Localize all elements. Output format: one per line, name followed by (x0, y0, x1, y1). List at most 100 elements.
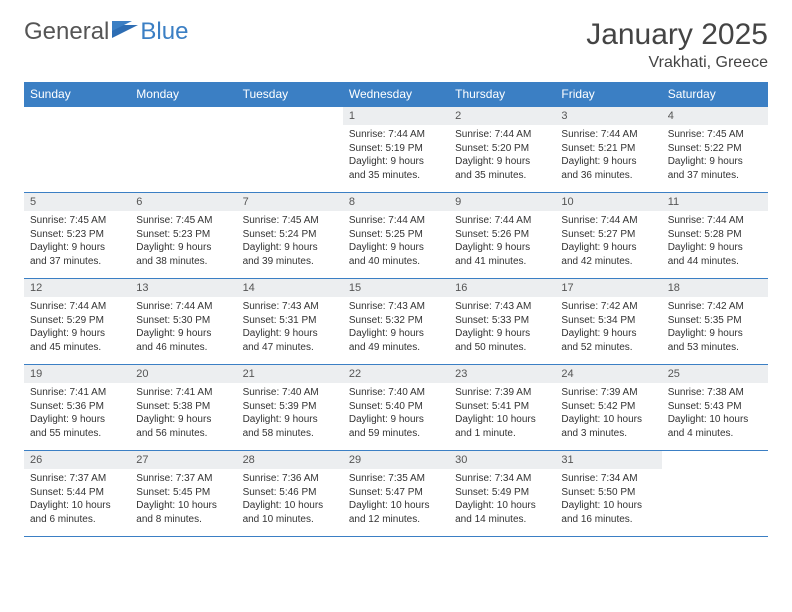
day-number: 10 (555, 193, 661, 211)
day-header-monday: Monday (130, 82, 236, 107)
day-content: Sunrise: 7:45 AMSunset: 5:24 PMDaylight:… (237, 211, 343, 271)
calendar-day-cell: 10Sunrise: 7:44 AMSunset: 5:27 PMDayligh… (555, 193, 661, 279)
day-content: Sunrise: 7:35 AMSunset: 5:47 PMDaylight:… (343, 469, 449, 529)
calendar-table: SundayMondayTuesdayWednesdayThursdayFrid… (24, 82, 768, 537)
day-number: 27 (130, 451, 236, 469)
calendar-empty-cell (662, 451, 768, 537)
calendar-day-cell: 17Sunrise: 7:42 AMSunset: 5:34 PMDayligh… (555, 279, 661, 365)
day-content: Sunrise: 7:44 AMSunset: 5:27 PMDaylight:… (555, 211, 661, 271)
calendar-week-row: 12Sunrise: 7:44 AMSunset: 5:29 PMDayligh… (24, 279, 768, 365)
day-number: 18 (662, 279, 768, 297)
day-number: 8 (343, 193, 449, 211)
day-number: 13 (130, 279, 236, 297)
day-number: 17 (555, 279, 661, 297)
calendar-day-cell: 8Sunrise: 7:44 AMSunset: 5:25 PMDaylight… (343, 193, 449, 279)
day-number: 6 (130, 193, 236, 211)
day-header-saturday: Saturday (662, 82, 768, 107)
day-number: 21 (237, 365, 343, 383)
day-content: Sunrise: 7:44 AMSunset: 5:30 PMDaylight:… (130, 297, 236, 357)
calendar-day-cell: 5Sunrise: 7:45 AMSunset: 5:23 PMDaylight… (24, 193, 130, 279)
calendar-empty-cell (24, 107, 130, 193)
calendar-day-cell: 19Sunrise: 7:41 AMSunset: 5:36 PMDayligh… (24, 365, 130, 451)
calendar-day-cell: 6Sunrise: 7:45 AMSunset: 5:23 PMDaylight… (130, 193, 236, 279)
day-number: 14 (237, 279, 343, 297)
calendar-day-cell: 31Sunrise: 7:34 AMSunset: 5:50 PMDayligh… (555, 451, 661, 537)
day-content: Sunrise: 7:44 AMSunset: 5:20 PMDaylight:… (449, 125, 555, 185)
calendar-week-row: 5Sunrise: 7:45 AMSunset: 5:23 PMDaylight… (24, 193, 768, 279)
day-number: 19 (24, 365, 130, 383)
calendar-empty-cell (237, 107, 343, 193)
day-number: 3 (555, 107, 661, 125)
calendar-week-row: 19Sunrise: 7:41 AMSunset: 5:36 PMDayligh… (24, 365, 768, 451)
day-content: Sunrise: 7:43 AMSunset: 5:33 PMDaylight:… (449, 297, 555, 357)
calendar-day-cell: 3Sunrise: 7:44 AMSunset: 5:21 PMDaylight… (555, 107, 661, 193)
day-content: Sunrise: 7:44 AMSunset: 5:28 PMDaylight:… (662, 211, 768, 271)
day-content: Sunrise: 7:44 AMSunset: 5:25 PMDaylight:… (343, 211, 449, 271)
day-number: 5 (24, 193, 130, 211)
day-number: 23 (449, 365, 555, 383)
day-content: Sunrise: 7:34 AMSunset: 5:49 PMDaylight:… (449, 469, 555, 529)
calendar-day-cell: 1Sunrise: 7:44 AMSunset: 5:19 PMDaylight… (343, 107, 449, 193)
day-number: 1 (343, 107, 449, 125)
location-text: Vrakhati, Greece (586, 54, 768, 72)
calendar-day-cell: 21Sunrise: 7:40 AMSunset: 5:39 PMDayligh… (237, 365, 343, 451)
day-number: 26 (24, 451, 130, 469)
logo: General Blue (24, 18, 188, 46)
day-number: 16 (449, 279, 555, 297)
day-number: 11 (662, 193, 768, 211)
day-number: 28 (237, 451, 343, 469)
calendar-day-cell: 9Sunrise: 7:44 AMSunset: 5:26 PMDaylight… (449, 193, 555, 279)
calendar-day-cell: 4Sunrise: 7:45 AMSunset: 5:22 PMDaylight… (662, 107, 768, 193)
day-header-friday: Friday (555, 82, 661, 107)
calendar-day-cell: 23Sunrise: 7:39 AMSunset: 5:41 PMDayligh… (449, 365, 555, 451)
calendar-day-cell: 20Sunrise: 7:41 AMSunset: 5:38 PMDayligh… (130, 365, 236, 451)
day-content: Sunrise: 7:37 AMSunset: 5:45 PMDaylight:… (130, 469, 236, 529)
calendar-week-row: 26Sunrise: 7:37 AMSunset: 5:44 PMDayligh… (24, 451, 768, 537)
day-number: 7 (237, 193, 343, 211)
day-content: Sunrise: 7:44 AMSunset: 5:21 PMDaylight:… (555, 125, 661, 185)
day-content: Sunrise: 7:42 AMSunset: 5:34 PMDaylight:… (555, 297, 661, 357)
calendar-day-cell: 13Sunrise: 7:44 AMSunset: 5:30 PMDayligh… (130, 279, 236, 365)
day-number: 24 (555, 365, 661, 383)
day-number: 22 (343, 365, 449, 383)
day-content: Sunrise: 7:43 AMSunset: 5:31 PMDaylight:… (237, 297, 343, 357)
day-content: Sunrise: 7:38 AMSunset: 5:43 PMDaylight:… (662, 383, 768, 443)
logo-flag-icon (112, 21, 138, 44)
calendar-day-cell: 26Sunrise: 7:37 AMSunset: 5:44 PMDayligh… (24, 451, 130, 537)
day-content: Sunrise: 7:40 AMSunset: 5:39 PMDaylight:… (237, 383, 343, 443)
day-number: 15 (343, 279, 449, 297)
calendar-week-row: 1Sunrise: 7:44 AMSunset: 5:19 PMDaylight… (24, 107, 768, 193)
day-content: Sunrise: 7:42 AMSunset: 5:35 PMDaylight:… (662, 297, 768, 357)
calendar-day-cell: 24Sunrise: 7:39 AMSunset: 5:42 PMDayligh… (555, 365, 661, 451)
month-title: January 2025 (586, 18, 768, 52)
day-header-thursday: Thursday (449, 82, 555, 107)
day-number: 30 (449, 451, 555, 469)
day-content: Sunrise: 7:39 AMSunset: 5:41 PMDaylight:… (449, 383, 555, 443)
title-block: January 2025 Vrakhati, Greece (586, 18, 768, 72)
day-content: Sunrise: 7:41 AMSunset: 5:36 PMDaylight:… (24, 383, 130, 443)
day-header-tuesday: Tuesday (237, 82, 343, 107)
calendar-day-cell: 2Sunrise: 7:44 AMSunset: 5:20 PMDaylight… (449, 107, 555, 193)
calendar-day-cell: 16Sunrise: 7:43 AMSunset: 5:33 PMDayligh… (449, 279, 555, 365)
day-content: Sunrise: 7:45 AMSunset: 5:22 PMDaylight:… (662, 125, 768, 185)
calendar-day-cell: 28Sunrise: 7:36 AMSunset: 5:46 PMDayligh… (237, 451, 343, 537)
calendar-day-cell: 14Sunrise: 7:43 AMSunset: 5:31 PMDayligh… (237, 279, 343, 365)
day-content: Sunrise: 7:44 AMSunset: 5:29 PMDaylight:… (24, 297, 130, 357)
calendar-day-cell: 18Sunrise: 7:42 AMSunset: 5:35 PMDayligh… (662, 279, 768, 365)
calendar-day-cell: 22Sunrise: 7:40 AMSunset: 5:40 PMDayligh… (343, 365, 449, 451)
day-content: Sunrise: 7:43 AMSunset: 5:32 PMDaylight:… (343, 297, 449, 357)
day-content: Sunrise: 7:34 AMSunset: 5:50 PMDaylight:… (555, 469, 661, 529)
logo-blue-text: Blue (140, 18, 188, 46)
day-content: Sunrise: 7:45 AMSunset: 5:23 PMDaylight:… (130, 211, 236, 271)
calendar-day-cell: 12Sunrise: 7:44 AMSunset: 5:29 PMDayligh… (24, 279, 130, 365)
day-content: Sunrise: 7:44 AMSunset: 5:19 PMDaylight:… (343, 125, 449, 185)
day-content: Sunrise: 7:40 AMSunset: 5:40 PMDaylight:… (343, 383, 449, 443)
day-header-wednesday: Wednesday (343, 82, 449, 107)
day-content: Sunrise: 7:36 AMSunset: 5:46 PMDaylight:… (237, 469, 343, 529)
day-number: 31 (555, 451, 661, 469)
calendar-day-cell: 11Sunrise: 7:44 AMSunset: 5:28 PMDayligh… (662, 193, 768, 279)
calendar-day-cell: 7Sunrise: 7:45 AMSunset: 5:24 PMDaylight… (237, 193, 343, 279)
logo-general-text: General (24, 18, 109, 46)
calendar-day-cell: 27Sunrise: 7:37 AMSunset: 5:45 PMDayligh… (130, 451, 236, 537)
day-header-sunday: Sunday (24, 82, 130, 107)
